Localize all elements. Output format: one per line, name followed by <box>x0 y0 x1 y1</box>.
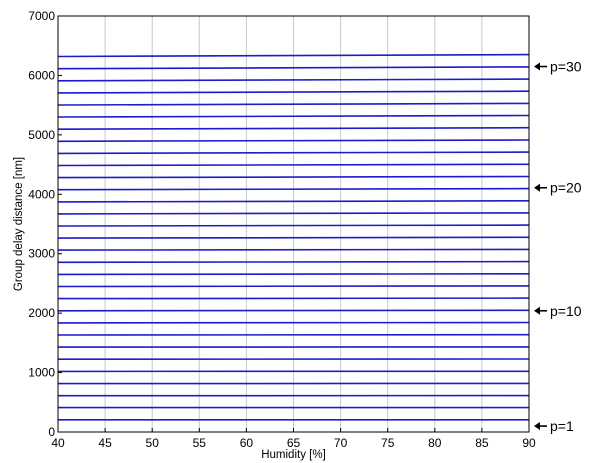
annotation-p-10: p=10 <box>534 303 582 319</box>
series-line-p10 <box>57 309 530 312</box>
x-tick-label: 70 <box>334 436 348 450</box>
series-line-p11 <box>57 297 530 300</box>
x-tick-label: 75 <box>381 436 395 450</box>
x-tick-label: 55 <box>193 436 207 450</box>
series-layer <box>57 53 530 421</box>
y-tick-label: 2000 <box>28 306 55 320</box>
series-line-p28 <box>57 90 530 94</box>
annotation-p-20: p=20 <box>534 180 582 196</box>
y-axis: 0 1000 2000 3000 4000 5000 6000 7000 <box>28 9 62 439</box>
x-axis: 40 45 50 55 60 65 70 75 80 85 90 <box>51 428 536 450</box>
y-tick-label: 3000 <box>28 247 55 261</box>
series-line-p27 <box>57 102 530 106</box>
y-tick-label: 1000 <box>28 366 55 380</box>
series-line-p14 <box>57 260 530 264</box>
series-line-p20 <box>57 187 530 191</box>
x-tick-label: 85 <box>475 436 489 450</box>
series-line-p22 <box>57 163 530 167</box>
series-line-p31 <box>57 53 530 58</box>
series-line-p24 <box>57 139 530 143</box>
y-tick-label: 6000 <box>28 68 55 82</box>
annotations: p=1 p=10 p=20 p=30 <box>534 59 582 434</box>
x-tick-label: 60 <box>240 436 254 450</box>
series-line-p21 <box>57 175 530 179</box>
series-line-p19 <box>57 200 530 203</box>
series-line-p12 <box>57 285 530 288</box>
series-line-p29 <box>57 78 530 82</box>
y-tick-label: 7000 <box>28 9 55 23</box>
x-tick-label: 50 <box>146 436 160 450</box>
annotation-label: p=10 <box>550 303 582 319</box>
annotation-label: p=1 <box>550 418 574 434</box>
y-tick-label: 5000 <box>28 128 55 142</box>
annotation-label: p=30 <box>550 59 582 75</box>
x-tick-label: 45 <box>98 436 112 450</box>
series-line-p30 <box>57 66 530 70</box>
x-tick-label: 40 <box>51 436 65 450</box>
annotation-label: p=20 <box>550 180 582 196</box>
series-line-p15 <box>57 248 530 251</box>
arrow-left-icon <box>534 422 540 431</box>
y-tick-label: 4000 <box>28 187 55 201</box>
annotation-p-1: p=1 <box>534 418 574 434</box>
y-axis-label: Group delay distance [nm] <box>13 157 25 291</box>
series-line-p17 <box>57 224 530 227</box>
series-line-p26 <box>57 114 530 118</box>
series-line-p18 <box>57 212 530 215</box>
arrow-left-icon <box>534 183 540 192</box>
x-tick-label: 65 <box>287 436 301 450</box>
gridlines <box>57 16 530 432</box>
x-axis-label: Humidity [%] <box>261 449 326 461</box>
annotation-p-30: p=30 <box>534 59 582 75</box>
series-line-p13 <box>57 272 530 276</box>
x-tick-label: 90 <box>522 436 536 450</box>
x-tick-label: 80 <box>428 436 442 450</box>
arrow-left-icon <box>534 62 540 71</box>
arrow-left-icon <box>534 306 540 315</box>
series-line-p23 <box>57 151 530 155</box>
series-line-p16 <box>57 236 530 239</box>
series-line-p25 <box>57 126 530 130</box>
y-tick-label: 0 <box>48 425 55 439</box>
